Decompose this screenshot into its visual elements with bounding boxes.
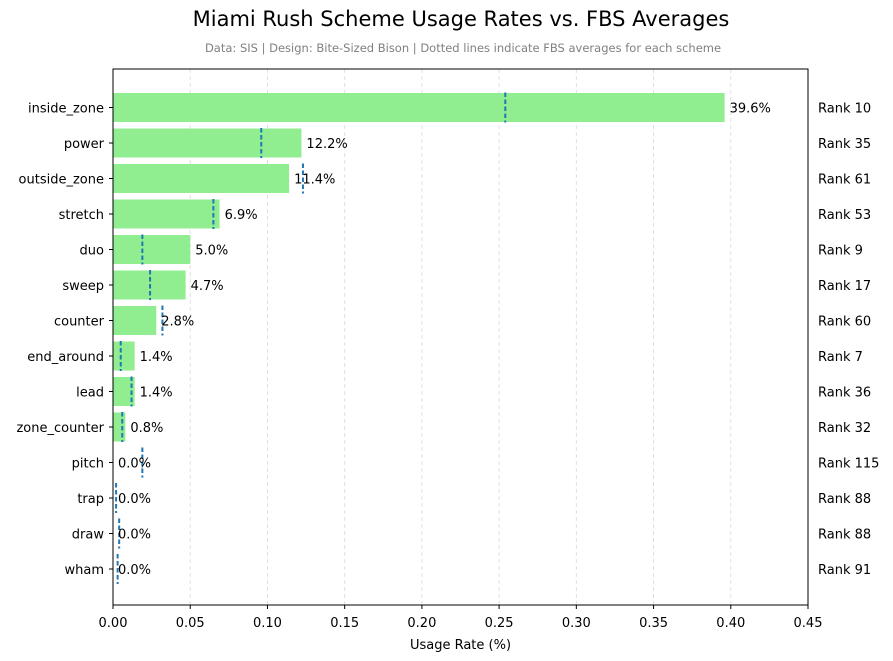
value-label: 0.0% — [118, 528, 151, 543]
x-tick-label: 0.40 — [716, 616, 745, 631]
rank-label: Rank 61 — [818, 173, 871, 188]
x-tick-label: 0.30 — [562, 616, 591, 631]
y-tick-label: counter — [54, 315, 105, 330]
y-tick-label: pitch — [72, 457, 104, 472]
y-tick-label: wham — [64, 563, 104, 578]
rank-label: Rank 60 — [818, 315, 871, 330]
fbs-average-lines — [115, 92, 507, 584]
bar-power — [113, 128, 302, 158]
value-label: 1.4% — [140, 386, 173, 401]
rank-label: Rank 9 — [818, 244, 863, 259]
value-label: 11.4% — [294, 173, 335, 188]
rank-label: Rank 35 — [818, 137, 871, 152]
bar-end_around — [113, 341, 135, 371]
y-tick-label: power — [64, 137, 105, 152]
y-tick-label: inside_zone — [28, 102, 104, 117]
x-tick-label: 0.10 — [253, 616, 282, 631]
value-label: 4.7% — [191, 279, 224, 294]
x-tick-label: 0.05 — [176, 616, 205, 631]
value-label: 0.0% — [118, 563, 151, 578]
value-label: 0.0% — [118, 492, 151, 507]
rank-label: Rank 53 — [818, 208, 871, 223]
bar-inside_zone — [113, 93, 725, 122]
x-tick-label: 0.45 — [794, 616, 823, 631]
bar-outside_zone — [113, 164, 290, 193]
rank-label: Rank 7 — [818, 350, 863, 365]
x-axis-label: Usage Rate (%) — [410, 638, 511, 653]
x-tick-label: 0.20 — [407, 616, 436, 631]
x-tick-label: 0.15 — [330, 616, 359, 631]
rank-label: Rank 10 — [818, 102, 871, 117]
rank-label: Rank 32 — [818, 421, 871, 436]
y-tick-label: sweep — [62, 279, 104, 294]
y-tick-label: lead — [76, 386, 104, 401]
value-label: 0.8% — [130, 421, 163, 436]
bar-stretch — [113, 199, 220, 229]
bar-zone_counter — [113, 412, 126, 442]
value-label: 5.0% — [195, 244, 228, 259]
x-tick-label: 0.25 — [485, 616, 514, 631]
chart-subtitle: Data: SIS | Design: Bite-Sized Bison | D… — [204, 41, 722, 55]
rank-label: Rank 115 — [818, 457, 879, 472]
y-tick-label: end_around — [27, 350, 104, 365]
y-tick-label: draw — [72, 528, 105, 543]
value-label: 0.0% — [118, 457, 151, 472]
rank-label: Rank 17 — [818, 279, 871, 294]
value-label: 6.9% — [225, 208, 258, 223]
rank-label: Rank 88 — [818, 528, 871, 543]
bar-counter — [113, 306, 157, 335]
rank-label: Rank 88 — [818, 492, 871, 507]
bars — [113, 93, 725, 442]
plot-frame — [112, 68, 809, 606]
value-label: 1.4% — [140, 350, 173, 365]
y-tick-label: outside_zone — [19, 173, 104, 188]
value-label: 2.8% — [161, 315, 194, 330]
chart-title: Miami Rush Scheme Usage Rates vs. FBS Av… — [192, 7, 730, 31]
y-tick-label: stretch — [59, 208, 104, 223]
bar-duo — [113, 235, 191, 264]
x-tick-label: 0.35 — [639, 616, 668, 631]
rank-label: Rank 36 — [818, 386, 871, 401]
y-tick-label: zone_counter — [16, 421, 104, 436]
x-tick-label: 0.00 — [99, 616, 128, 631]
value-label: 39.6% — [730, 102, 771, 117]
y-tick-label: trap — [77, 492, 104, 507]
rank-label: Rank 91 — [818, 563, 871, 578]
value-labels: 39.6% Rank 10 12.2% Rank 35 11.4% Rank 61 6.9%… — [118, 102, 879, 579]
y-tick-label: duo — [80, 244, 104, 259]
value-label: 12.2% — [306, 137, 347, 152]
bar-lead — [113, 377, 135, 406]
